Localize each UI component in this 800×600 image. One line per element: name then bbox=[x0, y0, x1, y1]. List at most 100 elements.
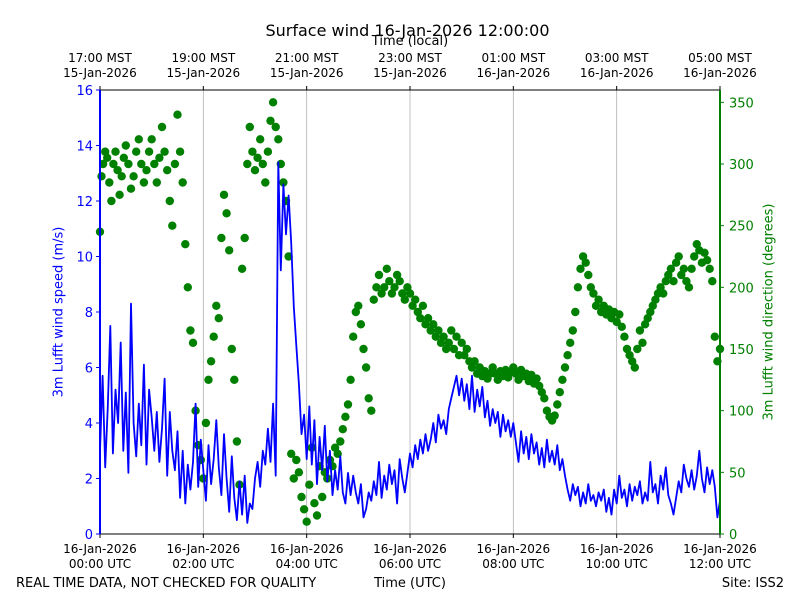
wind-direction-point bbox=[175, 147, 185, 156]
wind-direction-point bbox=[560, 363, 570, 372]
left-y-tick-label: 10 bbox=[76, 251, 93, 266]
wind-direction-point bbox=[553, 400, 562, 409]
top-x-tick-date: 15-Jan-2026 bbox=[270, 66, 344, 80]
wind-direction-point bbox=[201, 418, 211, 428]
wind-direction-point bbox=[111, 147, 120, 156]
wind-direction-point bbox=[178, 178, 187, 187]
wind-direction-point bbox=[157, 122, 167, 132]
bottom-x-tick-date: 16-Jan-2026 bbox=[477, 542, 551, 556]
wind-direction-point bbox=[124, 159, 133, 169]
wind-direction-point bbox=[287, 449, 296, 458]
wind-direction-point bbox=[105, 178, 114, 187]
wind-direction-point bbox=[318, 492, 327, 502]
top-x-tick-date: 15-Jan-2026 bbox=[373, 66, 447, 80]
wind-direction-point bbox=[470, 357, 479, 366]
wind-direction-point bbox=[633, 344, 642, 354]
wind-direction-point bbox=[107, 196, 116, 206]
wind-direction-point bbox=[160, 147, 169, 156]
wind-direction-point bbox=[700, 248, 709, 257]
wind-direction-point bbox=[687, 264, 696, 273]
wind-direction-point bbox=[635, 326, 645, 335]
wind-direction-point bbox=[183, 283, 192, 292]
wind-direction-point bbox=[336, 437, 345, 446]
top-x-tick-date: 16-Jan-2026 bbox=[683, 66, 757, 80]
top-x-tick-time: 19:00 MST bbox=[171, 51, 235, 65]
wind-direction-point bbox=[341, 412, 350, 421]
wind-direction-point bbox=[594, 295, 603, 304]
wind-direction-point bbox=[302, 517, 311, 526]
wind-direction-point bbox=[447, 326, 456, 335]
left-y-tick-label: 4 bbox=[85, 417, 93, 432]
top-x-tick-time: 17:00 MST bbox=[68, 51, 132, 65]
wind-direction-point bbox=[558, 375, 567, 384]
bottom-x-tick-date: 16-Jan-2026 bbox=[167, 542, 241, 556]
wind-direction-point bbox=[225, 246, 234, 255]
top-x-tick-time: 05:00 MST bbox=[688, 51, 752, 65]
wind-direction-point bbox=[550, 411, 559, 420]
wind-direction-point bbox=[418, 301, 428, 310]
wind-direction-point bbox=[411, 295, 420, 304]
wind-direction-point bbox=[584, 270, 593, 280]
bottom-x-tick-date: 16-Jan-2026 bbox=[270, 542, 344, 556]
wind-direction-point bbox=[374, 270, 384, 280]
wind-direction-point bbox=[589, 289, 598, 298]
bottom-x-axis-label: Time (UTC) bbox=[374, 576, 446, 591]
wind-direction-point bbox=[532, 374, 541, 383]
wind-direction-point bbox=[444, 338, 453, 347]
wind-direction-point bbox=[253, 153, 262, 162]
top-x-tick-date: 16-Jan-2026 bbox=[477, 66, 551, 80]
left-y-tick-label: 0 bbox=[85, 528, 93, 543]
bottom-x-tick-time: 02:00 UTC bbox=[172, 557, 234, 571]
wind-direction-point bbox=[439, 332, 448, 341]
left-y-tick-label: 2 bbox=[85, 473, 93, 488]
wind-direction-point bbox=[385, 277, 394, 286]
right-y-tick-label: 0 bbox=[729, 528, 737, 543]
wind-direction-point bbox=[416, 314, 425, 323]
wind-direction-point bbox=[209, 332, 218, 341]
wind-direction-point bbox=[380, 283, 389, 292]
right-y-tick-label: 100 bbox=[729, 405, 754, 420]
wind-direction-point bbox=[573, 283, 583, 292]
wind-direction-point bbox=[181, 240, 190, 249]
wind-direction-point bbox=[271, 122, 280, 132]
wind-direction-point bbox=[346, 375, 355, 384]
wind-direction-point bbox=[630, 363, 639, 372]
wind-direction-point bbox=[204, 375, 213, 384]
wind-direction-point bbox=[232, 437, 242, 446]
top-x-tick-date: 15-Jan-2026 bbox=[63, 66, 137, 80]
wind-direction-point bbox=[566, 338, 575, 347]
wind-direction-point bbox=[359, 344, 368, 354]
wind-direction-point bbox=[305, 480, 314, 489]
wind-direction-point bbox=[367, 406, 376, 415]
wind-direction-point bbox=[214, 314, 223, 323]
wind-direction-point bbox=[349, 332, 358, 341]
wind-direction-point bbox=[170, 159, 180, 169]
right-y-tick-label: 350 bbox=[729, 96, 754, 111]
top-x-tick-time: 21:00 MST bbox=[275, 51, 339, 65]
wind-direction-point bbox=[227, 344, 236, 354]
wind-direction-point bbox=[382, 264, 391, 273]
wind-direction-point bbox=[405, 289, 415, 298]
wind-direction-point bbox=[222, 209, 231, 218]
top-x-tick-date: 15-Jan-2026 bbox=[167, 66, 241, 80]
wind-direction-point bbox=[163, 166, 172, 175]
wind-direction-point bbox=[126, 184, 136, 193]
wind-direction-point bbox=[237, 264, 247, 273]
wind-direction-point bbox=[659, 289, 668, 298]
wind-direction-point bbox=[115, 190, 124, 199]
wind-direction-point bbox=[429, 320, 438, 329]
wind-direction-point bbox=[117, 172, 126, 181]
wind-direction-point bbox=[620, 332, 629, 341]
wind-direction-point bbox=[684, 283, 694, 292]
wind-direction-point bbox=[137, 159, 146, 169]
wind-direction-point bbox=[434, 326, 443, 335]
right-y-axis-label: 3m Lufft wind direction (degrees) bbox=[761, 203, 777, 421]
wind-direction-point bbox=[571, 307, 580, 317]
wind-direction-point bbox=[245, 122, 254, 132]
wind-direction-point bbox=[395, 277, 404, 286]
wind-direction-point bbox=[173, 110, 182, 119]
wind-direction-point bbox=[109, 159, 118, 169]
wind-direction-point bbox=[147, 135, 156, 144]
wind-direction-point bbox=[274, 135, 283, 144]
wind-direction-point bbox=[279, 178, 288, 187]
